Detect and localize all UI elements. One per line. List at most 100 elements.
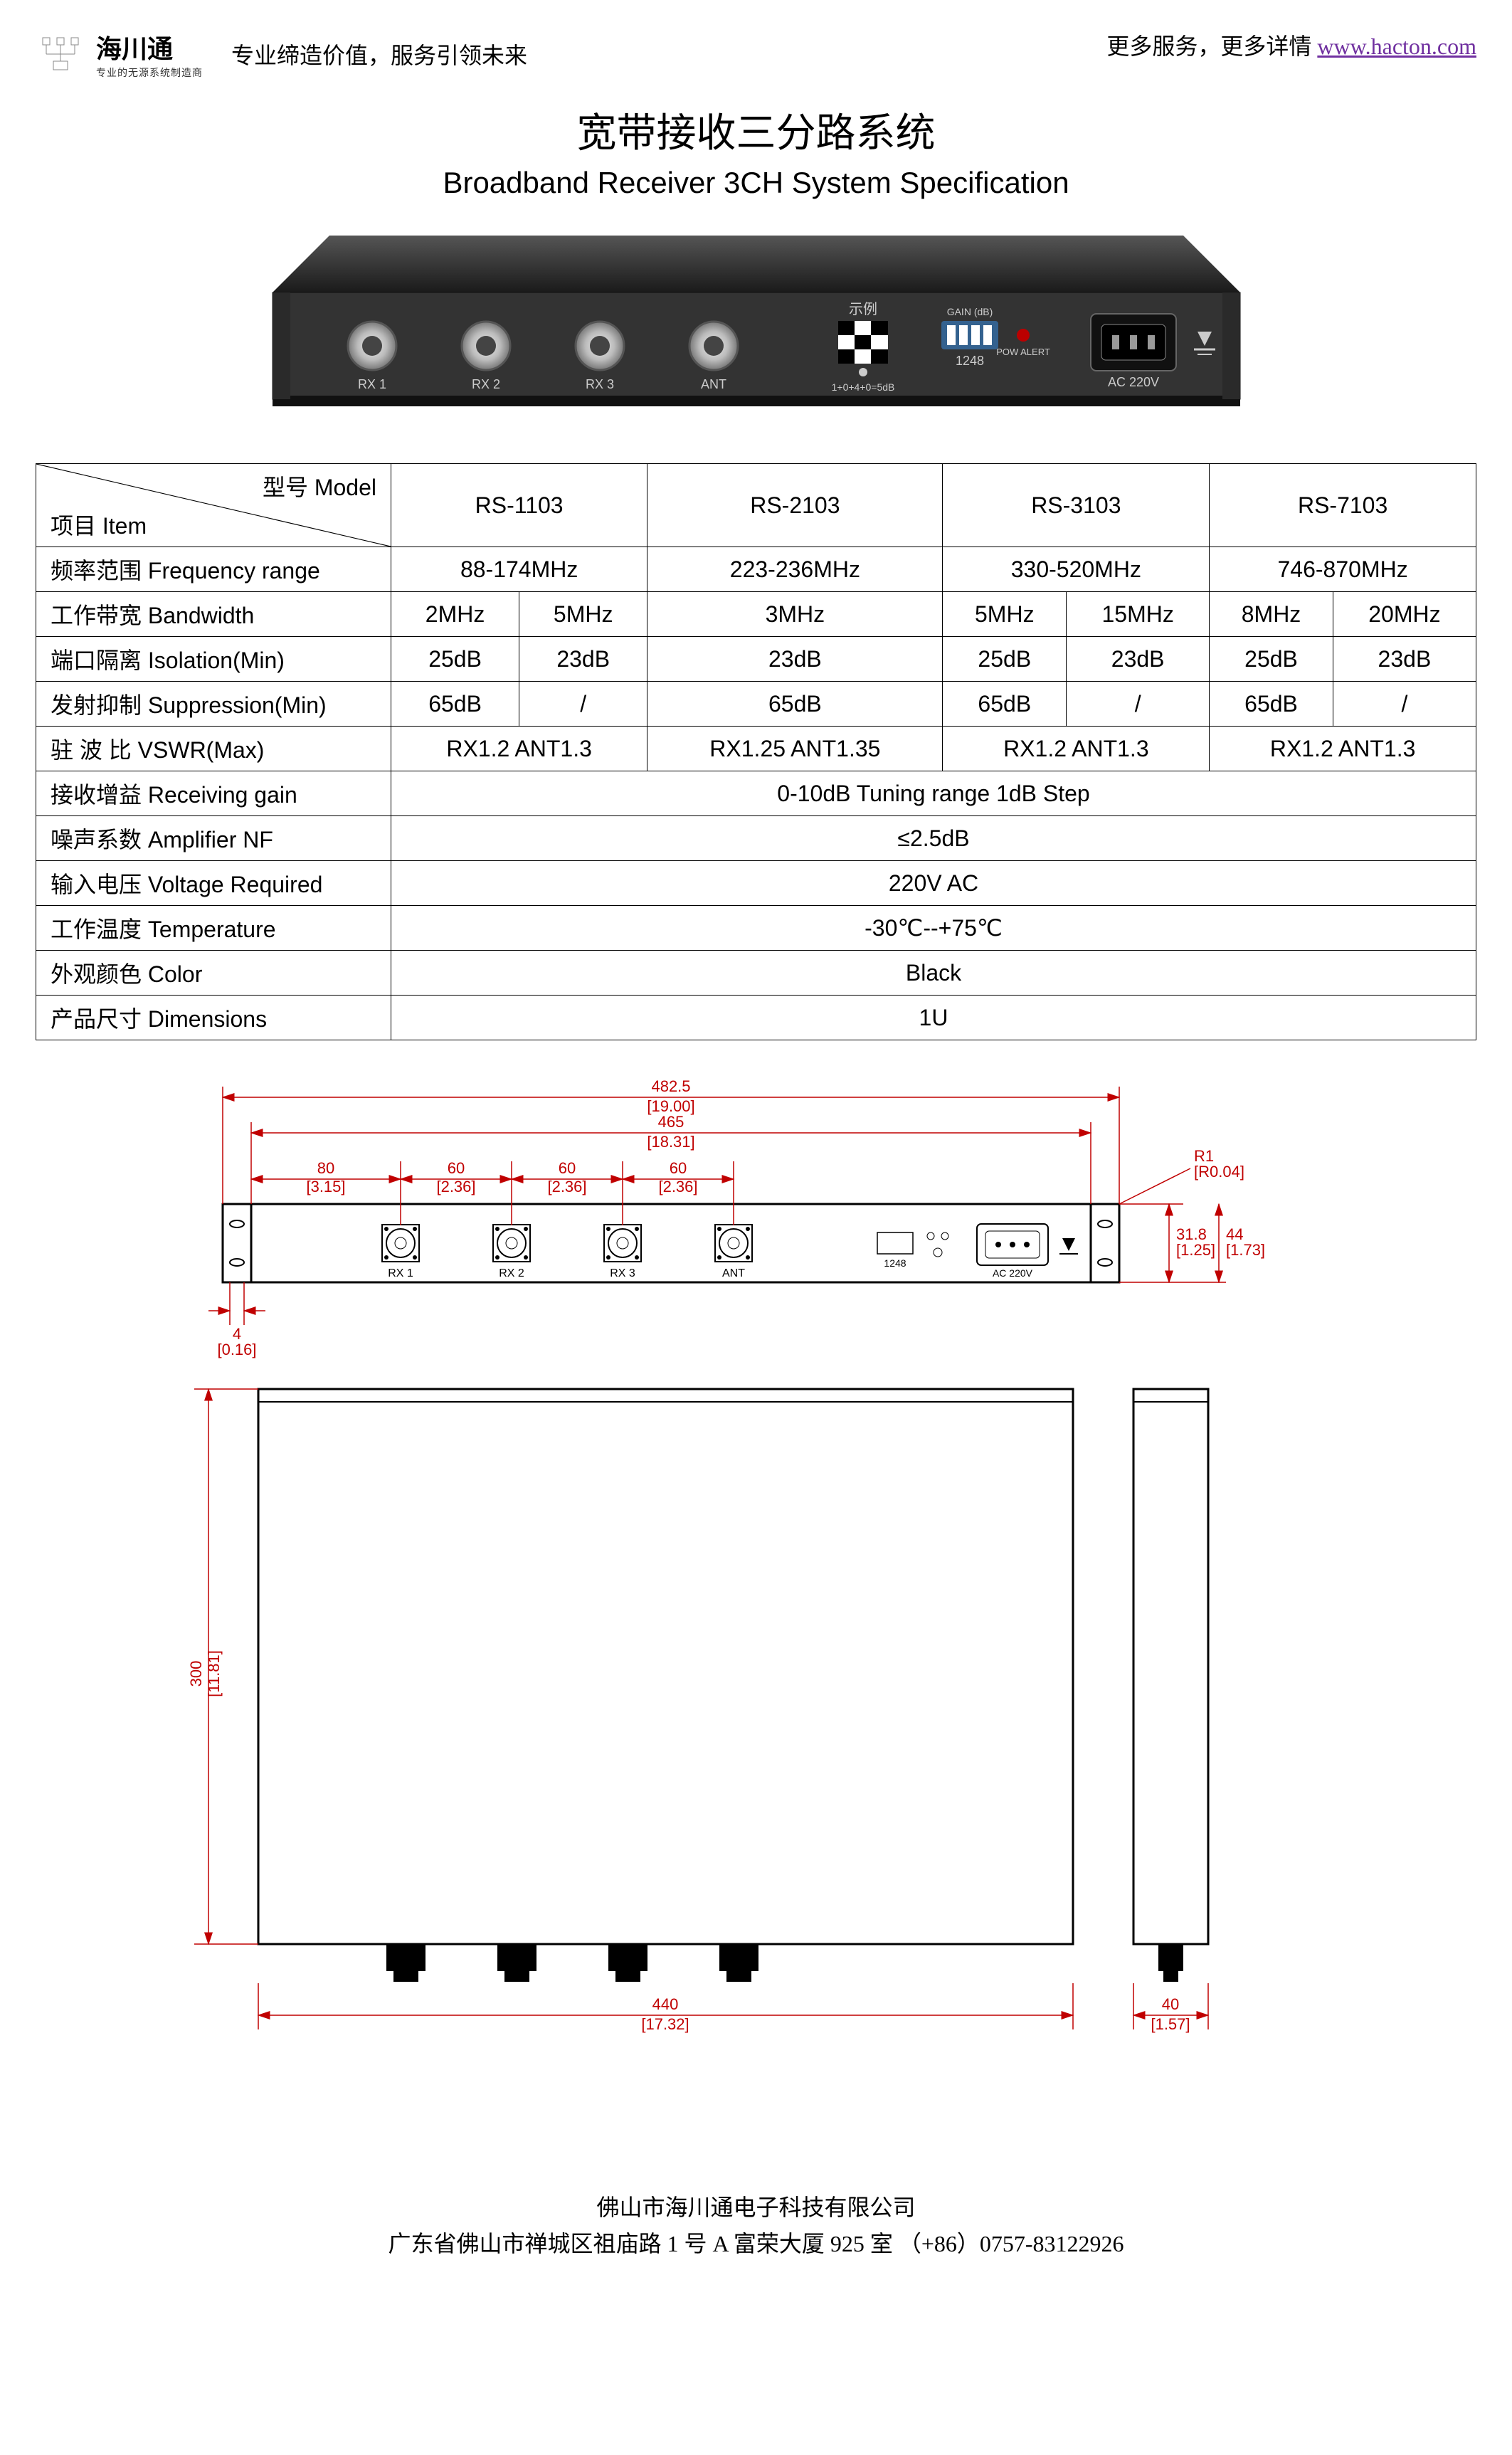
row-label: 工作带宽 Bandwidth [36,592,391,637]
logo-block: 海川通 专业的无源系统制造商 专业缔造价值，服务引领未来 [36,28,527,80]
cell: 25dB [391,637,519,682]
svg-text:RX 1: RX 1 [357,377,386,391]
logo-text: 海川通 专业的无源系统制造商 [96,28,203,80]
technical-drawing: RX 1 RX 2 RX 3 ANT 1248 AC 220V 482.5 [1… [116,1076,1397,2147]
row-label: 接收增益 Receiving gain [36,771,391,816]
cell: 25dB [1210,637,1333,682]
row-label: 发射抑制 Suppression(Min) [36,682,391,727]
table-row: 噪声系数 Amplifier NF ≤2.5dB [36,816,1476,861]
svg-text:[2.36]: [2.36] [436,1178,475,1195]
logo-icon [36,36,85,72]
title-block: 宽带接收三分路系统 Broadband Receiver 3CH System … [36,101,1476,200]
svg-text:示例: 示例 [849,301,877,317]
svg-text:60: 60 [447,1159,464,1177]
svg-text:[3.15]: [3.15] [306,1178,345,1195]
cell: 65dB [943,682,1067,727]
model-col: RS-3103 [943,464,1210,547]
cell: 23dB [647,637,943,682]
svg-text:[1.25]: [1.25] [1176,1241,1215,1259]
cell: 88-174MHz [391,547,647,592]
cell: -30℃--+75℃ [391,906,1476,951]
header-url[interactable]: www.hacton.com [1317,33,1476,59]
cell: 65dB [391,682,519,727]
row-label: 产品尺寸 Dimensions [36,996,391,1040]
svg-text:80: 80 [317,1159,334,1177]
svg-text:1+0+4+0=5dB: 1+0+4+0=5dB [831,381,894,393]
svg-text:[0.16]: [0.16] [217,1341,256,1358]
row-label: 驻 波 比 VSWR(Max) [36,727,391,771]
svg-text:[1.57]: [1.57] [1151,2015,1190,2033]
svg-text:AC 220V: AC 220V [992,1267,1032,1279]
cell: ≤2.5dB [391,816,1476,861]
cell: 220V AC [391,861,1476,906]
svg-text:ANT: ANT [722,1267,745,1279]
svg-text:482.5: 482.5 [651,1077,690,1095]
cell: 25dB [943,637,1067,682]
svg-text:RX 2: RX 2 [471,377,499,391]
page-footer: 佛山市海川通电子科技有限公司 广东省佛山市禅城区祖庙路 1 号 A 富荣大厦 9… [36,2190,1476,2262]
cell: 20MHz [1333,592,1476,637]
svg-text:[R0.04]: [R0.04] [1194,1163,1244,1181]
svg-text:1248: 1248 [955,354,983,368]
cell: 15MHz [1067,592,1210,637]
svg-text:[2.36]: [2.36] [547,1178,586,1195]
svg-text:RX 2: RX 2 [499,1267,524,1279]
cell: 0-10dB Tuning range 1dB Step [391,771,1476,816]
cell: 8MHz [1210,592,1333,637]
title-cn: 宽带接收三分路系统 [36,101,1476,159]
row-label: 工作温度 Temperature [36,906,391,951]
cell: 23dB [519,637,647,682]
svg-text:300: 300 [187,1661,205,1687]
table-row: 工作温度 Temperature -30℃--+75℃ [36,906,1476,951]
svg-text:440: 440 [652,1995,678,2013]
cell: 2MHz [391,592,519,637]
header-item: 项目 Item [51,508,147,541]
svg-text:[1.73]: [1.73] [1226,1241,1265,1259]
logo-subtitle: 专业的无源系统制造商 [96,65,203,80]
footer-company: 佛山市海川通电子科技有限公司 [36,2190,1476,2226]
cell: RX1.25 ANT1.35 [647,727,943,771]
svg-text:[17.32]: [17.32] [641,2015,689,2033]
title-en: Broadband Receiver 3CH System Specificat… [36,166,1476,200]
svg-text:RX 3: RX 3 [585,377,613,391]
cell: 5MHz [943,592,1067,637]
svg-text:60: 60 [558,1159,575,1177]
model-col: RS-2103 [647,464,943,547]
svg-text:[11.81]: [11.81] [205,1650,223,1697]
svg-text:[18.31]: [18.31] [647,1133,694,1151]
cell: 330-520MHz [943,547,1210,592]
row-label: 噪声系数 Amplifier NF [36,816,391,861]
table-row: 接收增益 Receiving gain 0-10dB Tuning range … [36,771,1476,816]
model-col: RS-1103 [391,464,647,547]
spec-table: 型号 Model 项目 Item RS-1103 RS-2103 RS-3103… [36,463,1476,1040]
table-row: 频率范围 Frequency range 88-174MHz 223-236MH… [36,547,1476,592]
cell: 1U [391,996,1476,1040]
table-row: 输入电压 Voltage Required 220V AC [36,861,1476,906]
svg-text:RX 3: RX 3 [610,1267,635,1279]
svg-text:AC 220V: AC 220V [1107,375,1158,389]
cell: 23dB [1333,637,1476,682]
cell: 3MHz [647,592,943,637]
cell: / [1333,682,1476,727]
svg-text:465: 465 [657,1113,684,1131]
svg-text:ANT: ANT [701,377,726,391]
svg-text:[2.36]: [2.36] [658,1178,697,1195]
row-label: 外观颜色 Color [36,951,391,996]
header-model: 型号 Model [263,470,376,502]
cell: RX1.2 ANT1.3 [391,727,647,771]
cell: 23dB [1067,637,1210,682]
cell: / [519,682,647,727]
logo-name: 海川通 [96,28,203,65]
svg-text:60: 60 [669,1159,686,1177]
table-row: 发射抑制 Suppression(Min) 65dB / 65dB 65dB /… [36,682,1476,727]
cell: Black [391,951,1476,996]
model-col: RS-7103 [1210,464,1476,547]
cell: RX1.2 ANT1.3 [943,727,1210,771]
svg-text:1248: 1248 [884,1257,906,1269]
product-photo: RX 1 RX 2 RX 3 ANT 示例 1+0+4+0=5dB GAIN (… [258,228,1254,428]
cell: / [1067,682,1210,727]
row-label: 频率范围 Frequency range [36,547,391,592]
cell: 5MHz [519,592,647,637]
table-row: 产品尺寸 Dimensions 1U [36,996,1476,1040]
table-row: 工作带宽 Bandwidth 2MHz 5MHz 3MHz 5MHz 15MHz… [36,592,1476,637]
